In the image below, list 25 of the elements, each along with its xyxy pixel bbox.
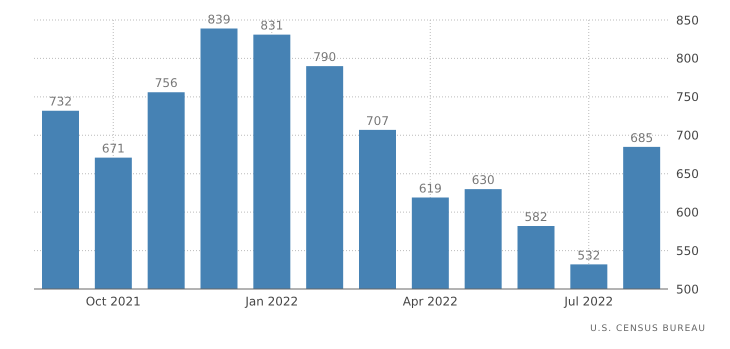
data-label: 671 <box>102 142 125 156</box>
data-label: 619 <box>418 182 442 196</box>
data-label: 532 <box>577 248 600 262</box>
data-label: 732 <box>49 94 72 109</box>
data-label: 790 <box>313 50 336 64</box>
data-label: 839 <box>208 12 230 26</box>
y-tick-label: 500 <box>676 282 699 296</box>
text: U.S. CENSUS BUREAU <box>590 324 706 334</box>
y-tick-label: 650 <box>676 166 699 181</box>
data-label: 707 <box>366 114 389 128</box>
x-tick-label: Jan 2022 <box>244 294 298 309</box>
data-label: 630 <box>472 173 495 188</box>
data-label: 831 <box>260 18 284 33</box>
x-tick-label: Apr 2022 <box>402 294 458 309</box>
y-tick-label: 550 <box>676 244 699 258</box>
y-tick-label: 600 <box>676 205 699 220</box>
data-label: 582 <box>524 210 548 224</box>
x-tick-label: Jul 2022 <box>563 294 614 309</box>
data-label: 756 <box>154 76 178 90</box>
y-tick-label: 800 <box>676 52 699 66</box>
y-tick-label: 700 <box>676 128 699 143</box>
y-tick-label: 850 <box>676 13 699 28</box>
y-tick-label: 750 <box>676 90 699 104</box>
x-tick-label: Oct 2021 <box>86 294 141 309</box>
data-label: 685 <box>630 130 654 145</box>
